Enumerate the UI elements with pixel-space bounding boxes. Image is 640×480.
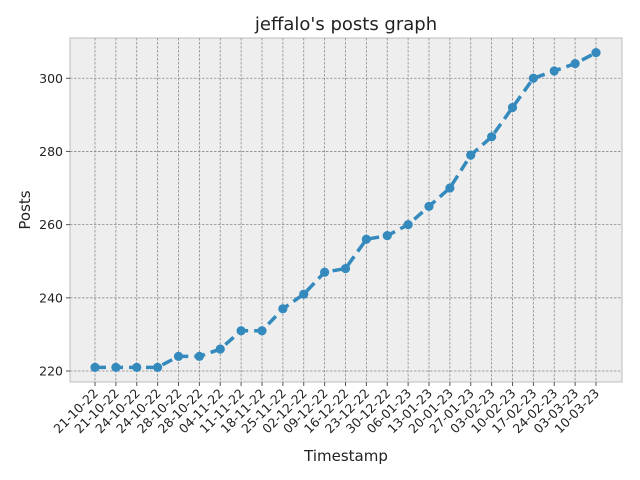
data-point — [487, 132, 497, 142]
data-point — [299, 289, 309, 299]
data-point — [466, 150, 476, 160]
grid — [70, 38, 622, 382]
data-point — [591, 48, 601, 58]
y-tick-label: 300 — [39, 71, 63, 86]
y-axis: 220 240 260 280 300 — [39, 71, 70, 379]
data-point — [132, 362, 142, 372]
data-point — [90, 362, 100, 372]
data-point — [528, 73, 538, 83]
x-axis: 21-10-2221-10-2224-10-2224-10-2228-10-22… — [50, 382, 602, 436]
y-tick-label: 280 — [39, 144, 63, 159]
data-points — [90, 48, 601, 372]
data-point — [340, 263, 351, 274]
data-point — [173, 351, 184, 361]
data-point — [320, 267, 330, 277]
data-point — [215, 344, 225, 354]
data-point — [403, 220, 413, 230]
data-point — [361, 234, 371, 244]
data-point — [445, 183, 455, 193]
data-point — [236, 326, 246, 336]
y-tick-label: 240 — [39, 290, 63, 305]
data-point — [111, 362, 121, 372]
plot-area — [69, 37, 623, 383]
data-point — [382, 231, 392, 241]
chart-title: jeffalo's posts graph — [254, 14, 437, 35]
data-point — [549, 66, 559, 76]
x-axis-label: Timestamp — [303, 447, 388, 465]
data-point — [153, 362, 163, 372]
data-point — [278, 304, 288, 314]
y-tick-label: 260 — [39, 217, 63, 232]
data-point — [507, 102, 518, 113]
data-point — [257, 326, 267, 336]
data-point — [194, 351, 204, 361]
y-tick-label: 220 — [39, 364, 63, 379]
data-point — [570, 59, 580, 69]
y-axis-label: Posts — [16, 190, 34, 229]
data-point — [424, 201, 434, 211]
